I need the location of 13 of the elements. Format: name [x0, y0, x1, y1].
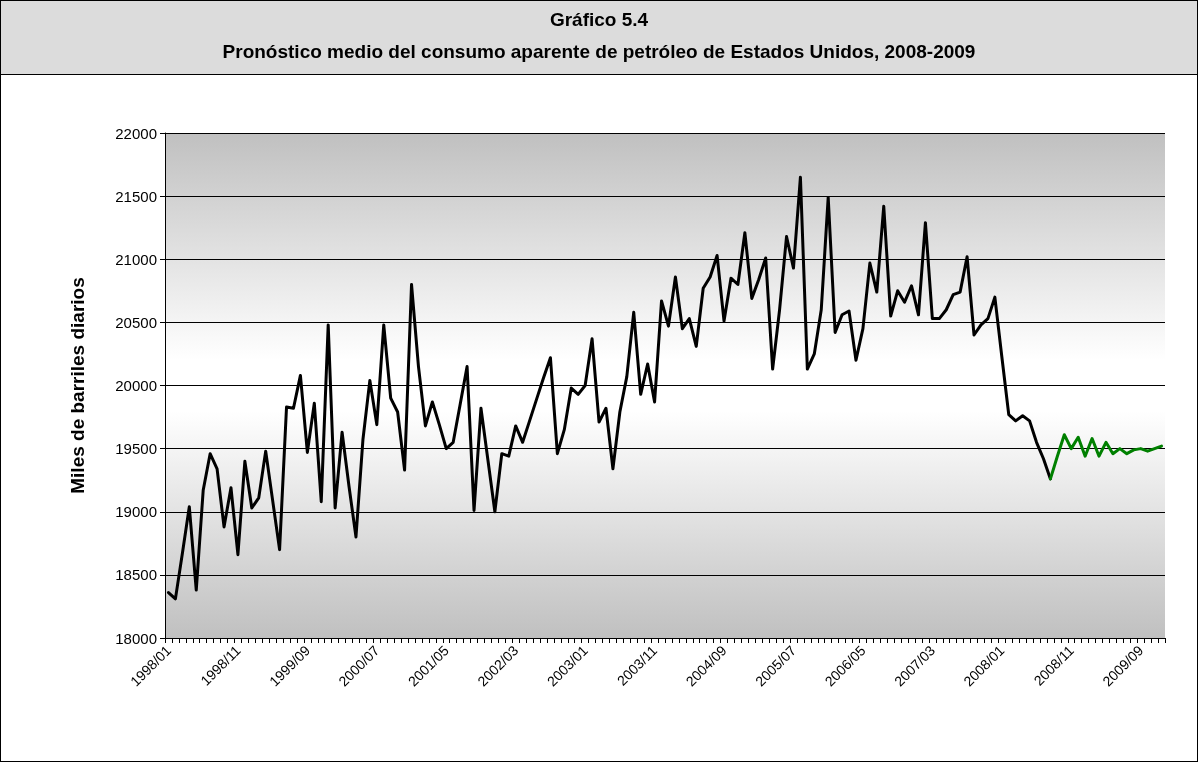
y-tick-label: 18000 — [115, 629, 157, 647]
y-tick-label: 22000 — [115, 124, 157, 142]
y-tick-label: 19000 — [115, 503, 157, 521]
y-tick-label: 18500 — [115, 566, 157, 584]
y-tick-label: 21500 — [115, 187, 157, 205]
chart-subtitle: Pronóstico medio del consumo aparente de petróleo de Estados Unidos, 2008-2009 — [221, 40, 977, 64]
y-tick-label: 20000 — [115, 377, 157, 394]
y-tick-label: 20500 — [115, 313, 157, 331]
y-tick-label: 19500 — [115, 440, 157, 458]
y-axis-title: Miles de barriles diarios — [67, 277, 88, 494]
line-series — [1048, 433, 1164, 481]
y-tick-label: 21000 — [115, 250, 157, 268]
chart-title: Gráfico 5.4 — [548, 8, 650, 32]
